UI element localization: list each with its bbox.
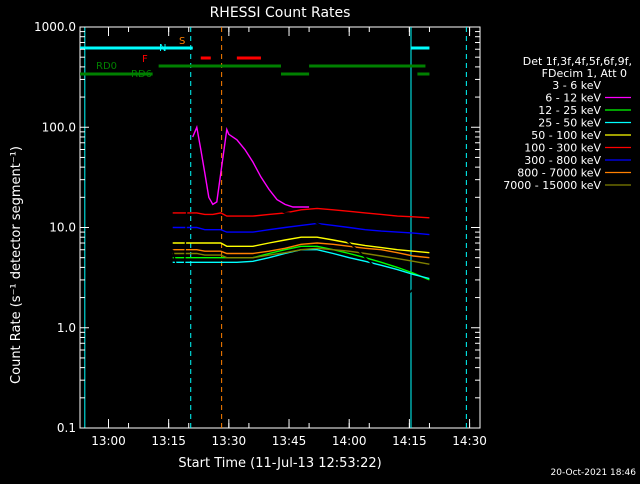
x-tick-label: 13:30 xyxy=(212,434,247,448)
y-tick-label: 1000.0 xyxy=(34,20,76,34)
legend-label: 3 - 6 keV xyxy=(552,79,601,92)
y-tick-label: 10.0 xyxy=(49,221,76,235)
y-tick-label: 1.0 xyxy=(57,321,76,335)
series-line xyxy=(172,245,430,281)
x-axis: 13:00 13:15 13:30 13:45 14:00 14:15 14:30 xyxy=(91,27,487,448)
series-line xyxy=(172,247,430,265)
legend-label: 12 - 25 keV xyxy=(538,104,601,117)
series-line xyxy=(172,242,430,259)
legend-label: 300 - 800 keV xyxy=(524,154,601,167)
legend-label: 50 - 100 keV xyxy=(531,129,601,142)
vertical-lines xyxy=(84,27,467,428)
series-line xyxy=(172,222,430,236)
x-tick-label: 13:00 xyxy=(91,434,126,448)
y-axis: 0.1 1.0 10.0 100.0 1000.0 xyxy=(34,20,480,435)
y-tick-label: 100.0 xyxy=(42,120,76,134)
series-line xyxy=(172,127,430,295)
flag-label: S xyxy=(179,36,185,47)
legend-label: 100 - 300 keV xyxy=(524,142,601,155)
series-group xyxy=(172,124,430,295)
x-tick-label: 13:15 xyxy=(151,434,186,448)
series-line xyxy=(172,236,430,254)
chart-title: RHESSI Count Rates xyxy=(210,5,351,21)
x-tick-label: 14:30 xyxy=(452,434,487,448)
flag-bars: NF S RD0 RD6 xyxy=(80,36,430,80)
timestamp: 20-Oct-2021 18:46 xyxy=(551,468,637,478)
y-axis-label: Count Rate (s⁻¹ detector segment⁻¹) xyxy=(9,146,24,384)
legend-label: 6 - 12 keV xyxy=(545,92,601,105)
series-line xyxy=(172,249,430,280)
y-tick-label: 0.1 xyxy=(57,421,76,435)
x-tick-label: 14:00 xyxy=(332,434,367,448)
legend-label: 25 - 50 keV xyxy=(538,117,601,130)
flag-label: N xyxy=(159,43,166,54)
legend-header: FDecim 1, Att 0 xyxy=(542,67,627,80)
legend: Det 1f,3f,4f,5f,6f,9f,FDecim 1, Att 03 -… xyxy=(503,55,632,192)
x-tick-label: 14:15 xyxy=(392,434,427,448)
flag-label: RD6 xyxy=(131,69,152,80)
flag-label: F xyxy=(142,54,148,65)
x-axis-label: Start Time (11-Jul-13 12:53:22) xyxy=(178,456,381,471)
legend-label: 7000 - 15000 keV xyxy=(503,179,601,192)
series-line xyxy=(192,124,310,208)
x-tick-label: 13:45 xyxy=(272,434,307,448)
flag-label: RD0 xyxy=(96,61,117,72)
series-line xyxy=(172,207,430,219)
legend-label: 800 - 7000 keV xyxy=(517,167,601,180)
legend-header: Det 1f,3f,4f,5f,6f,9f, xyxy=(523,55,632,68)
